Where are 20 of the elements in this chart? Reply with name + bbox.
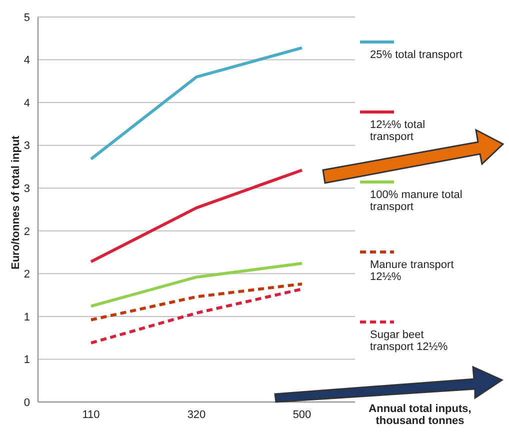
y-axis-title: Euro/tonnes of total input — [10, 135, 22, 270]
x-tick-label: 320 — [187, 408, 206, 421]
y-tick-label: 4 — [24, 54, 30, 67]
y-tick-label: 0 — [24, 396, 30, 409]
y-tick-label: 2 — [24, 268, 30, 281]
x-axis-title: Annual total inputs, thousand tonnes — [368, 403, 472, 427]
legend-label: 100% manure total transport — [369, 189, 464, 213]
y-tick-label: 3 — [24, 183, 30, 196]
y-tick-label: 4 — [24, 97, 30, 110]
legend-label: Sugar beet transport 12½% — [369, 329, 449, 353]
y-tick-label: 2 — [24, 226, 30, 238]
y-tick-label: 1 — [24, 311, 30, 324]
legend-label: 12½% total transport — [369, 119, 426, 143]
y-tick-label: 3 — [24, 140, 30, 152]
y-tick-label: 1 — [24, 354, 30, 366]
legend-label: 25% total transport — [369, 49, 464, 61]
legend-label: Manure transport 12½% — [369, 259, 455, 283]
x-tick-label: 500 — [292, 408, 312, 421]
x-tick-label: 110 — [82, 408, 100, 421]
y-tick-label: 5 — [24, 12, 30, 24]
